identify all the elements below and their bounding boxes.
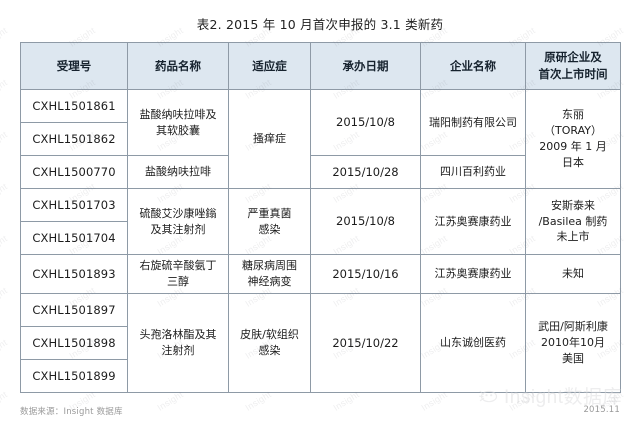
cell-acceptance-no: CXHL1501704 [20,221,128,255]
cell-acceptance-no: CXHL1501899 [20,358,128,393]
cell-accept-date: 2015/10/8 [310,188,421,255]
insight-brand-logo: Insight数据库 [477,382,622,409]
table-row: CXHL1501899 [20,358,621,393]
origin-line1: 武田/阿斯利康 [538,319,608,333]
cell-company: 江苏奥赛康药业 [420,254,526,294]
cell-acceptance-no: CXHL1501862 [20,122,128,156]
cell-acceptance-no: CXHL1501898 [20,325,128,360]
insight-logo-icon [477,388,499,404]
cell-company: 江苏奥赛康药业 [420,188,526,255]
table-row: CXHL1501897 头孢洛林酯及其 注射剂 皮肤/软组织 感染 2015/1… [20,292,621,393]
indication-line1: 皮肤/软组织 [240,327,299,341]
column-header-origin-line1: 原研企业及 [544,50,602,65]
origin-line2: /Basilea 制药 [538,214,608,228]
cell-origin-company: 安斯泰来 /Basilea 制药 未上市 [525,188,621,255]
cell-accept-date: 2015/10/8 [310,89,421,156]
table-header-row: 受理号 药品名称 适应症 承办日期 企业名称 原研企业及 首次上市时间 [20,42,621,90]
cell-indication: 严重真菌 感染 [228,188,311,255]
table-row: CXHL1501704 [20,221,621,255]
column-header-origin-line2: 首次上市时间 [538,67,608,81]
table-row: CXHL1501893 右旋硫辛酸氨丁 三醇 糖尿病周围 神经病变 2015/1… [20,254,621,294]
cell-company: 四川百利药业 [420,155,526,189]
drug-name-line1: 盐酸纳呋拉啡及 [139,107,217,121]
cell-acceptance-no: CXHL1501893 [20,254,128,294]
table-row: CXHL1501861 盐酸纳呋拉啡及 其软胶囊 搔痒症 2015/10/8 瑞… [20,89,621,189]
cell-origin-company: 未知 [525,254,621,294]
cell-acceptance-no: CXHL1500770 [20,155,128,189]
drug-name-line2: 三醇 [167,274,189,288]
drug-name-line2: 其软胶囊 [156,123,200,137]
drug-name-line2: 及其注射剂 [150,222,206,236]
column-header-drug-name: 药品名称 [127,42,229,90]
indication-line2: 感染 [258,222,281,236]
origin-line3: 未上市 [556,230,590,244]
origin-line2: 2010年10月 [541,335,605,349]
cell-company: 山东诚创医药 [420,292,526,393]
indication-line2: 神经病变 [247,274,292,288]
drug-name-line1: 硫酸艾沙康唑鎓 [139,206,217,220]
table-row: CXHL1501703 硫酸艾沙康唑鎓 及其注射剂 严重真菌 感染 2015/1… [20,188,621,255]
cell-accept-date: 2015/10/22 [310,292,421,393]
column-header-company: 企业名称 [420,42,526,90]
cell-indication: 糖尿病周围 神经病变 [228,254,311,294]
table-row: CXHL1500770 盐酸纳呋拉啡 2015/10/28 四川百利药业 [20,155,621,189]
data-source-note: 数据来源：Insight 数据库 [20,406,123,417]
page-title: 表2. 2015 年 10 月首次申报的 3.1 类新药 [196,17,444,32]
column-header-indication: 适应症 [228,42,311,90]
origin-line4: 日本 [562,155,584,169]
cell-drug-name: 右旋硫辛酸氨丁 三醇 [127,254,229,294]
origin-line3: 2009 年 1 月 [539,140,607,153]
indication-line1: 糖尿病周围 [242,259,297,272]
cell-acceptance-no: CXHL1501861 [20,89,128,123]
date-stamp: 2015.11 [583,404,620,415]
origin-line2: （TORAY） [544,124,602,138]
cell-indication: 皮肤/软组织 感染 [228,292,311,393]
table-container: 受理号 药品名称 适应症 承办日期 企业名称 原研企业及 首次上市时间 CXHL… [0,42,640,393]
origin-line1: 安斯泰来 [551,198,595,212]
indication-line2: 感染 [258,343,281,357]
cell-drug-name: 头孢洛林酯及其 注射剂 [127,292,229,393]
table-row: CXHL1501898 [20,325,621,360]
cell-drug-name: 盐酸纳呋拉啡及 其软胶囊 [127,89,229,156]
column-header-origin-company: 原研企业及 首次上市时间 [525,42,621,90]
cell-accept-date: 2015/10/28 [310,155,421,189]
origin-line1: 东丽 [562,108,584,122]
cell-acceptance-no: CXHL1501897 [20,292,128,327]
cell-origin-company: 武田/阿斯利康 2010年10月 美国 [525,292,621,393]
cell-drug-name: 硫酸艾沙康唑鎓 及其注射剂 [127,188,229,255]
new-drug-application-table: 受理号 药品名称 适应症 承办日期 企业名称 原研企业及 首次上市时间 CXHL… [20,42,621,393]
drug-name-line1: 头孢洛林酯及其 [139,327,217,341]
column-header-acceptance-no: 受理号 [20,42,128,90]
cell-accept-date: 2015/10/16 [310,254,421,294]
cell-indication: 搔痒症 [228,89,311,189]
cell-origin-company: 东丽 （TORAY） 2009 年 1 月 日本 [525,89,621,189]
cell-company: 瑞阳制药有限公司 [420,89,526,156]
indication-line1: 严重真菌 [247,206,292,220]
drug-name-line2: 注射剂 [161,343,195,357]
drug-name-line1: 右旋硫辛酸氨丁 [139,259,217,272]
cell-drug-name: 盐酸纳呋拉啡 [127,155,229,189]
column-header-accept-date: 承办日期 [310,42,421,90]
table-row: CXHL1501862 [20,122,621,156]
cell-acceptance-no: CXHL1501703 [20,188,128,222]
origin-line3: 美国 [562,351,584,365]
table-footer: 数据来源：Insight 数据库 2015.11 [0,393,640,417]
insight-brand-text: Insight数据库 [504,387,622,408]
